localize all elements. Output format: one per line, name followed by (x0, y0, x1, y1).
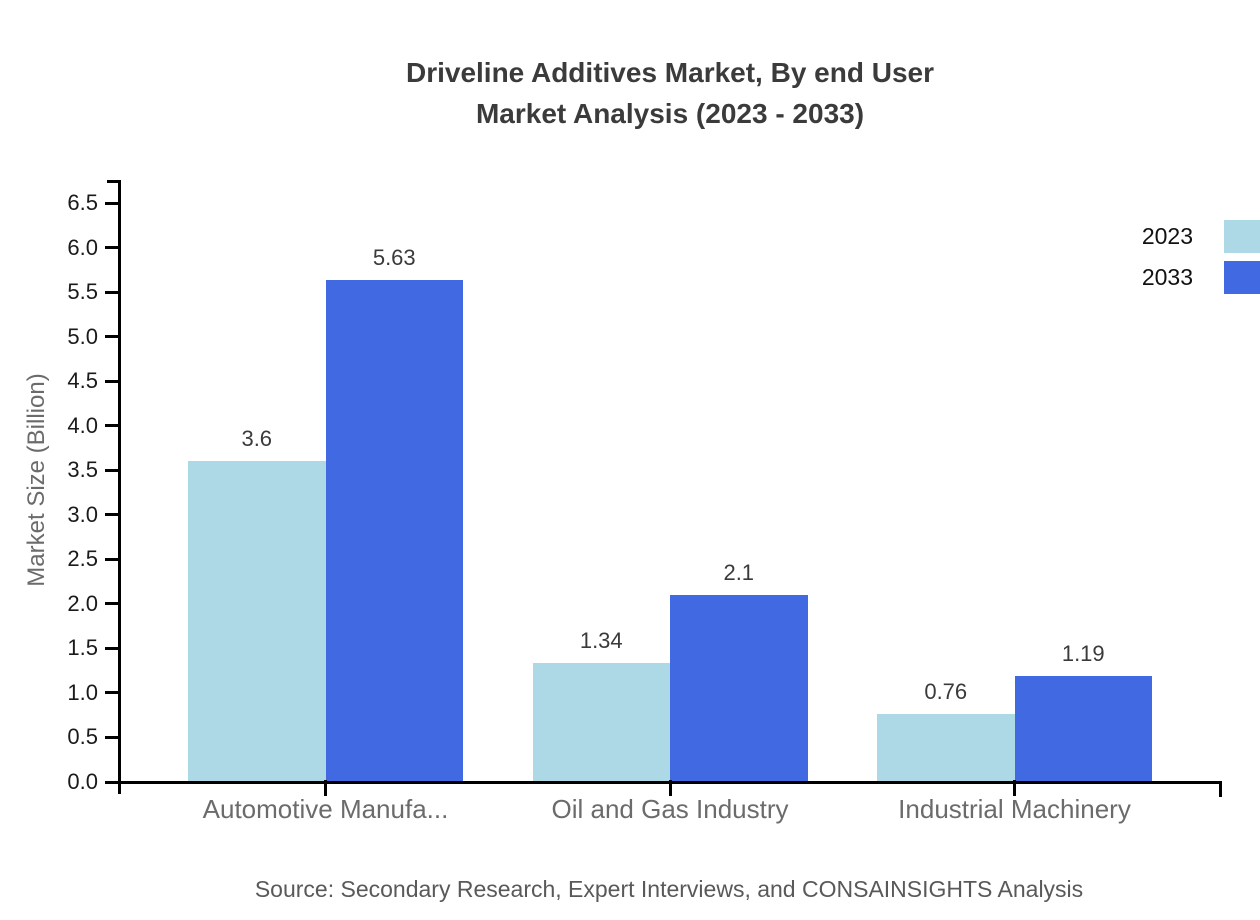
y-tick-label: 4.5 (67, 368, 98, 394)
bar-value-label: 5.63 (372, 245, 416, 271)
bar-value-label: 0.76 (924, 679, 968, 705)
y-tick-label: 1.0 (67, 679, 98, 705)
bar (325, 280, 463, 782)
y-tick (105, 735, 120, 739)
x-category-label: Oil and Gas Industry (551, 794, 789, 824)
source-note: Source: Secondary Research, Expert Inter… (254, 876, 1084, 902)
bar (1014, 675, 1152, 782)
y-tick (105, 246, 120, 250)
y-tick (105, 513, 120, 517)
bar (532, 662, 670, 782)
y-tick-label: 3.0 (67, 501, 98, 527)
y-tick (105, 335, 120, 339)
y-tick (105, 646, 120, 650)
y-tick (105, 557, 120, 561)
chart-title-line2: Market Analysis (2023 - 2033) (475, 98, 865, 129)
bar (188, 461, 326, 782)
y-tick (105, 468, 120, 472)
y-tick (105, 780, 120, 784)
y-tick-label: 2.5 (67, 546, 98, 572)
y-tick-label: 5.5 (67, 279, 98, 305)
x-tick (668, 780, 672, 796)
x-axis-line (118, 780, 1222, 784)
bar-value-label: 1.34 (579, 627, 623, 653)
legend-swatch (1224, 220, 1260, 253)
legend-item-label: 2023 (1141, 223, 1193, 249)
y-tick-label: 3.5 (67, 457, 98, 483)
bar-value-label: 3.6 (241, 426, 273, 452)
y-tick (105, 691, 120, 695)
y-tick (105, 201, 120, 205)
x-axis-end-cap-tick (1219, 780, 1222, 797)
y-axis-line (118, 181, 121, 794)
legend-swatch (1224, 261, 1260, 294)
y-tick-label: 0.0 (67, 769, 98, 794)
y-tick-label: 2.0 (67, 590, 98, 616)
x-tick (324, 780, 327, 796)
bar-value-label: 1.19 (1061, 640, 1105, 666)
bar-value-label: 2.1 (723, 559, 755, 585)
y-tick-label: 1.5 (67, 635, 98, 661)
y-tick-label: 6.5 (67, 190, 98, 215)
y-tick-label: 6.0 (67, 234, 98, 260)
y-tick (105, 290, 120, 294)
chart-title: Driveline Additives Market, By end User … (80, 52, 1260, 134)
legend-item-label: 2033 (1141, 264, 1193, 290)
bar (670, 594, 808, 782)
x-tick (1013, 780, 1016, 796)
y-axis-top-cap-tick (107, 180, 121, 183)
y-tick (105, 379, 120, 383)
bar (877, 714, 1015, 782)
x-category-label: Automotive Manufa... (202, 794, 449, 824)
x-category-label: Industrial Machinery (898, 794, 1131, 824)
chart-title-line1: Driveline Additives Market, By end User (405, 57, 935, 88)
y-tick (105, 602, 120, 606)
y-tick-label: 0.5 (67, 724, 98, 750)
y-tick-label: 4.0 (67, 412, 98, 438)
y-tick (105, 424, 120, 428)
y-tick-label: 5.0 (67, 323, 98, 349)
